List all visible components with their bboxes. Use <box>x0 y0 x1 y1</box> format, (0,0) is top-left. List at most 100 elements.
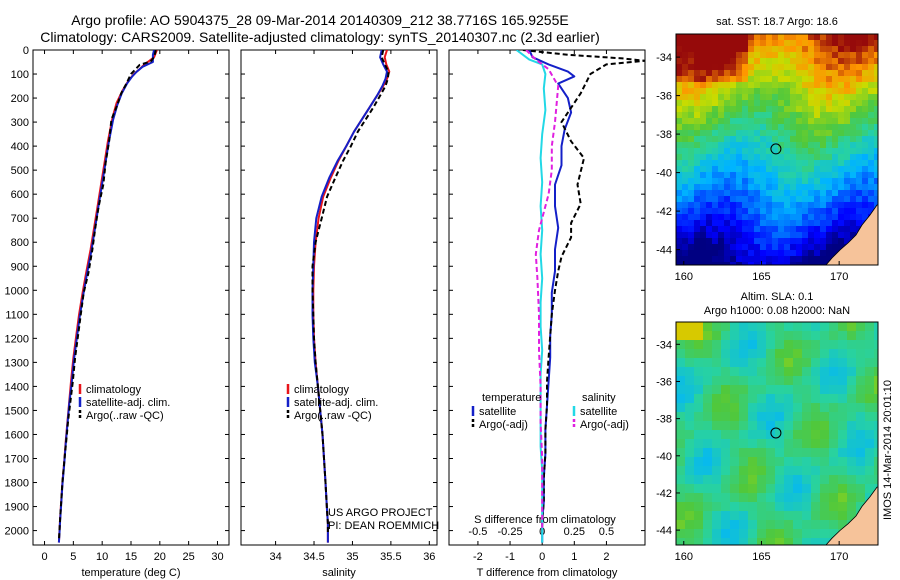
map-cell <box>856 82 863 89</box>
map-cell <box>748 439 758 449</box>
map-cell <box>775 466 785 476</box>
map-cell <box>685 358 695 368</box>
map-cell <box>766 154 773 161</box>
map-cell <box>838 502 848 512</box>
map-cell <box>688 166 695 173</box>
map-cell <box>793 484 803 494</box>
map-cell <box>820 208 827 215</box>
map-cell <box>868 82 875 89</box>
map-cell <box>775 403 785 413</box>
map-cell <box>772 238 779 245</box>
map-cell <box>712 64 719 71</box>
map-cell <box>784 226 791 233</box>
map-cell <box>694 256 701 263</box>
map-cell <box>682 148 689 155</box>
map-cell <box>838 439 848 449</box>
map-cell <box>688 130 695 137</box>
map-cell <box>682 184 689 191</box>
map-cell <box>712 430 722 440</box>
map-cell <box>712 184 719 191</box>
map-cell <box>844 238 851 245</box>
map-cell <box>766 250 773 257</box>
map-cell <box>706 172 713 179</box>
map-cell <box>832 250 839 257</box>
map-cell <box>796 190 803 197</box>
map-cell <box>838 172 845 179</box>
map-cell <box>730 439 740 449</box>
map-cell <box>700 64 707 71</box>
map-cell <box>868 46 875 53</box>
map-cell <box>712 196 719 203</box>
map-cell <box>766 394 776 404</box>
map-cell <box>682 34 689 41</box>
map-cell <box>778 70 785 77</box>
map-cell <box>712 124 719 131</box>
map-cell <box>814 70 821 77</box>
map-cell <box>820 136 827 143</box>
map-cell <box>766 40 773 47</box>
map-cell <box>724 136 731 143</box>
map-cell <box>703 349 713 359</box>
map-cell <box>796 226 803 233</box>
map-cell <box>760 220 767 227</box>
map-cell <box>790 136 797 143</box>
map-cell <box>694 46 701 53</box>
map-cell <box>703 376 713 386</box>
map-cell <box>850 160 857 167</box>
map-cell <box>814 250 821 257</box>
map-cell <box>766 520 776 530</box>
map-cell <box>790 154 797 161</box>
map-cell <box>778 112 785 119</box>
map-cell <box>850 70 857 77</box>
map-cell <box>790 220 797 227</box>
map-cell <box>826 214 833 221</box>
map-cell <box>748 118 755 125</box>
map-cell <box>826 94 833 101</box>
map-cell <box>742 40 749 47</box>
map-cell <box>793 520 803 530</box>
map-cell <box>700 94 707 101</box>
map-cell <box>766 538 776 545</box>
map-cell <box>820 493 830 503</box>
map-cell <box>730 403 740 413</box>
map-cell <box>778 172 785 179</box>
map-cell <box>814 52 821 59</box>
map-cell <box>802 331 812 341</box>
map-cell <box>811 385 821 395</box>
map-cell <box>748 208 755 215</box>
map-cell <box>784 58 791 65</box>
map-cell <box>766 46 773 53</box>
map-cell <box>814 106 821 113</box>
map-cell <box>706 94 713 101</box>
map-cell <box>688 172 695 179</box>
map-cell <box>832 112 839 119</box>
map-cell <box>796 196 803 203</box>
map-cell <box>802 208 809 215</box>
map-cell <box>784 166 791 173</box>
map-cell <box>694 238 701 245</box>
map-cell <box>682 172 689 179</box>
map-cell <box>748 46 755 53</box>
map-cell <box>688 82 695 89</box>
map-cell <box>772 244 779 251</box>
map-cell <box>760 58 767 65</box>
map-cell <box>676 46 683 53</box>
map-cell <box>874 331 878 341</box>
map-cell <box>736 52 743 59</box>
map-cell <box>856 190 863 197</box>
map-cell <box>712 46 719 53</box>
map-y-tick-label: -40 <box>656 451 672 463</box>
map-cell <box>736 58 743 65</box>
map-cell <box>736 220 743 227</box>
map-cell <box>682 238 689 245</box>
map-cell <box>850 118 857 125</box>
map-cell <box>676 520 686 530</box>
map-cell <box>814 220 821 227</box>
map-cell <box>754 178 761 185</box>
map-cell <box>730 538 740 545</box>
map-cell <box>796 178 803 185</box>
map-cell <box>718 262 725 265</box>
map-cell <box>790 76 797 83</box>
map-cell <box>676 376 686 386</box>
map-x-tick-label: 170 <box>830 551 848 563</box>
